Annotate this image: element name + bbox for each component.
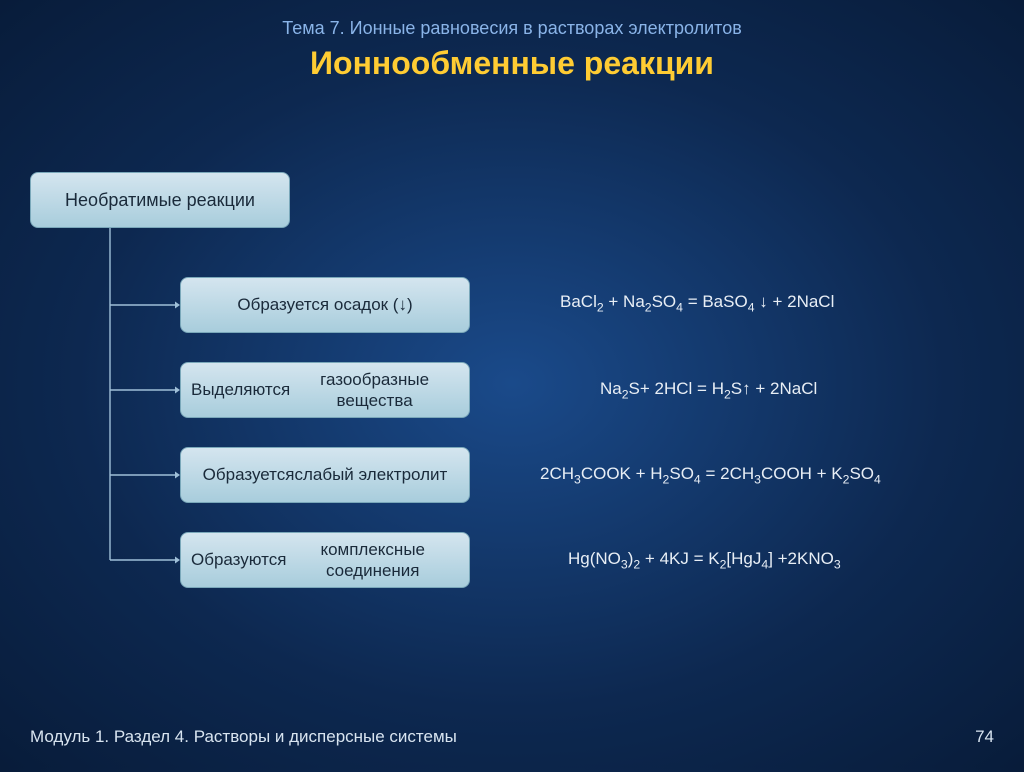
topic-line: Тема 7. Ионные равновесия в растворах эл… xyxy=(0,18,1024,39)
child-label-line: газообразные вещества xyxy=(290,369,459,412)
child-node: Выделяютсягазообразные вещества xyxy=(180,362,470,418)
slide-header: Тема 7. Ионные равновесия в растворах эл… xyxy=(0,0,1024,82)
equation: Na2S+ 2HCl = H2S↑ + 2NaCl xyxy=(600,379,817,401)
child-node: Образуютсякомплексные соединения xyxy=(180,532,470,588)
child-node: Образуетсяслабый электролит xyxy=(180,447,470,503)
child-label-line: Выделяются xyxy=(191,379,290,400)
equation: Hg(NO3)2 + 4KJ = K2[HgJ4] +2KNO3 xyxy=(568,549,841,571)
child-label-line: Образуется осадок (↓) xyxy=(237,294,412,315)
child-label-line: Образуется xyxy=(203,464,295,485)
child-label-line: комплексные соединения xyxy=(286,539,459,582)
root-node: Необратимые реакции xyxy=(30,172,290,228)
root-label: Необратимые реакции xyxy=(65,190,255,211)
page-number: 74 xyxy=(975,727,994,747)
child-label-line: слабый электролит xyxy=(294,464,447,485)
equation: 2CH3COOK + H2SO4 = 2CH3COOH + K2SO4 xyxy=(540,464,881,486)
footer-left: Модуль 1. Раздел 4. Растворы и дисперсны… xyxy=(30,727,457,747)
child-label-line: Образуются xyxy=(191,549,286,570)
slide-title: Ионнообменные реакции xyxy=(0,45,1024,82)
slide-footer: Модуль 1. Раздел 4. Растворы и дисперсны… xyxy=(30,727,994,747)
equation: BaCl2 + Na2SO4 = BaSO4 ↓ + 2NaCl xyxy=(560,292,834,314)
child-node: Образуется осадок (↓) xyxy=(180,277,470,333)
